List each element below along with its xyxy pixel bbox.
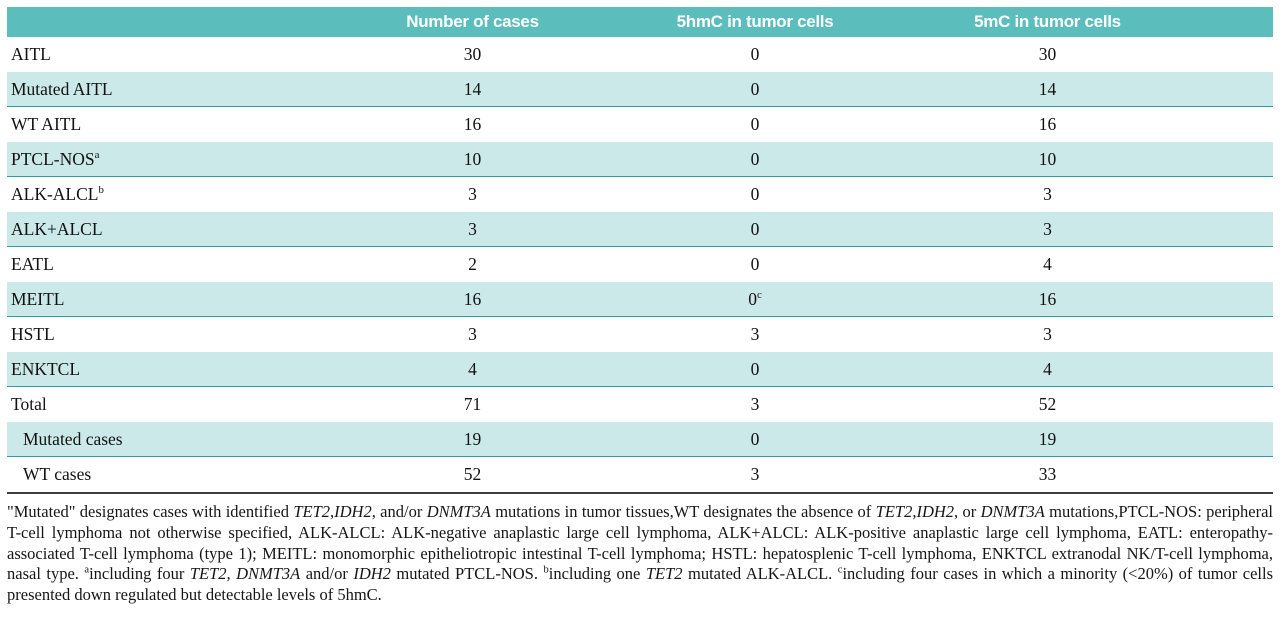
row-label: EATL	[11, 254, 54, 274]
cell-5hmc-in-tumor-cells: 0	[750, 428, 760, 449]
table-row: Mutated cases 19 0 19	[7, 422, 1273, 457]
cell-number-of-cases: 3	[468, 218, 477, 239]
cell-5mc-in-tumor-cells: 10	[1038, 148, 1057, 169]
cell-5mc-in-tumor-cells: 16	[1038, 288, 1057, 309]
cell-number-of-cases: 16	[463, 114, 482, 134]
cell-5hmc-in-tumor-cells: 3	[750, 464, 760, 484]
cell-5mc-in-tumor-cells: 4	[1043, 358, 1052, 379]
cell-number-of-cases: 71	[463, 394, 482, 414]
cell-5hmc-in-tumor-cells: 0c	[748, 288, 762, 309]
cell-number-of-cases: 14	[463, 78, 482, 99]
cell-number-of-cases: 3	[468, 324, 477, 344]
cell-5hmc-in-tumor-cells: 0	[750, 148, 760, 169]
cell-5mc-in-tumor-cells: 3	[1043, 184, 1052, 204]
col-header-5mc: 5mC in tumor cells	[974, 12, 1121, 31]
row-label: Total	[11, 394, 47, 414]
col-header-number-of-cases: Number of cases	[406, 12, 539, 31]
cell-5hmc-in-tumor-cells: 0	[750, 218, 760, 239]
cell-5hmc-in-tumor-cells: 0	[750, 44, 760, 64]
cell-number-of-cases: 30	[463, 44, 482, 64]
table-body: AITL 30 0 30 Mutated AITL 14 0 14 WT AIT…	[7, 37, 1273, 492]
row-label: PTCL-NOSa	[11, 148, 100, 169]
cell-5hmc-in-tumor-cells: 3	[750, 324, 760, 344]
cell-number-of-cases: 3	[468, 184, 477, 204]
table-row: AITL 30 0 30	[7, 37, 1273, 72]
table-row: PTCL-NOSa 10 0 10	[7, 142, 1273, 177]
cell-number-of-cases: 10	[463, 148, 482, 169]
cell-5mc-in-tumor-cells: 4	[1043, 254, 1052, 274]
cell-superscript: c	[756, 288, 762, 301]
table-row: EATL 2 0 4	[7, 247, 1273, 282]
cell-5mc-in-tumor-cells: 14	[1038, 78, 1057, 99]
cell-5hmc-in-tumor-cells: 0	[750, 78, 760, 99]
row-label: AITL	[11, 44, 51, 64]
table-row: WT AITL 16 0 16	[7, 107, 1273, 142]
row-label: Mutated AITL	[11, 78, 113, 99]
cell-5hmc-in-tumor-cells: 0	[750, 114, 760, 134]
cell-number-of-cases: 19	[463, 428, 482, 449]
row-label-superscript: b	[98, 184, 104, 197]
table-row: HSTL 3 3 3	[7, 317, 1273, 352]
cell-5mc-in-tumor-cells: 30	[1038, 44, 1057, 64]
cell-number-of-cases: 2	[468, 254, 477, 274]
row-label: Mutated cases	[23, 428, 123, 449]
footnote-text: "Mutated" designates cases with identifi…	[7, 502, 1274, 605]
row-label: WT AITL	[11, 114, 82, 134]
row-label: ENKTCL	[11, 358, 81, 379]
cell-5mc-in-tumor-cells: 52	[1038, 394, 1057, 414]
row-label: ALK+ALCL	[11, 218, 103, 239]
cell-5mc-in-tumor-cells: 3	[1043, 324, 1052, 344]
table-bottom-rule	[7, 492, 1273, 494]
table-header-row: Number of cases 5hmC in tumor cells 5mC …	[7, 7, 1273, 37]
cell-5hmc-in-tumor-cells: 0	[750, 358, 760, 379]
cell-number-of-cases: 52	[463, 464, 482, 484]
row-label: HSTL	[11, 324, 55, 344]
table-row: ALK+ALCL 3 0 3	[7, 212, 1273, 247]
table-row: MEITL 16 0c 16	[7, 282, 1273, 317]
cell-5hmc-in-tumor-cells: 0	[750, 184, 760, 204]
table-figure: Number of cases 5hmC in tumor cells 5mC …	[7, 7, 1274, 605]
table-row: ENKTCL 4 0 4	[7, 352, 1273, 387]
cell-5mc-in-tumor-cells: 33	[1038, 464, 1057, 484]
row-label-superscript: a	[94, 148, 100, 161]
table-row: Mutated AITL 14 0 14	[7, 72, 1273, 107]
cell-5hmc-in-tumor-cells: 3	[750, 394, 760, 414]
table-row: WT cases 52 3 33	[7, 457, 1273, 492]
cell-5hmc-in-tumor-cells: 0	[750, 254, 760, 274]
cell-5mc-in-tumor-cells: 3	[1043, 218, 1052, 239]
row-label: MEITL	[11, 288, 65, 309]
table-row: ALK-ALCLb 3 0 3	[7, 177, 1273, 212]
cell-number-of-cases: 16	[463, 288, 482, 309]
table-row: Total 71 3 52	[7, 387, 1273, 422]
col-header-5hmc: 5hmC in tumor cells	[676, 12, 834, 31]
cell-5mc-in-tumor-cells: 19	[1038, 428, 1057, 449]
row-label: ALK-ALCLb	[11, 184, 104, 204]
cell-number-of-cases: 4	[468, 358, 477, 379]
cell-5mc-in-tumor-cells: 16	[1038, 114, 1057, 134]
row-label: WT cases	[23, 464, 92, 484]
